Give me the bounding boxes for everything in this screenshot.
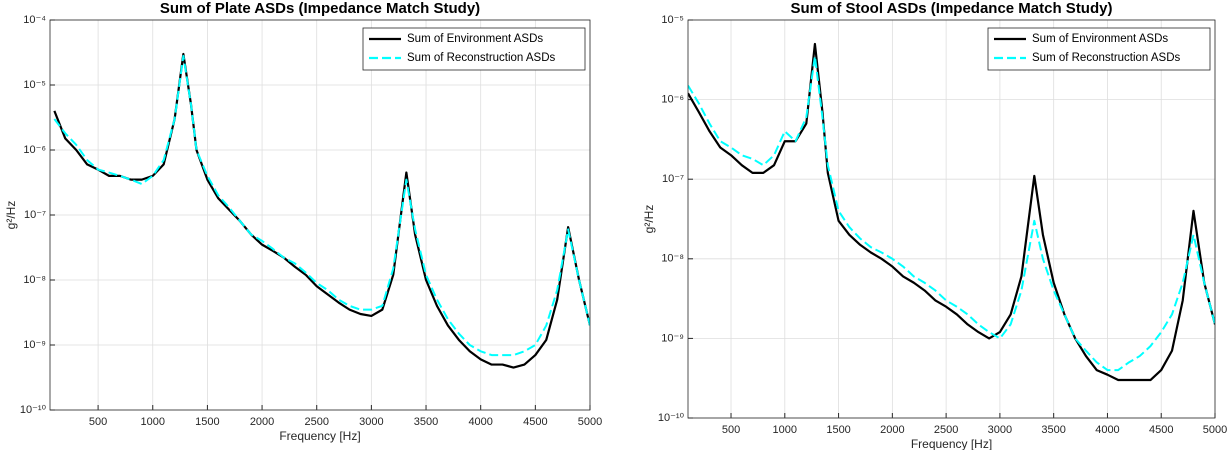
series-line [53, 52, 590, 369]
series-line [688, 55, 1215, 372]
x-tick-label: 2500 [934, 424, 958, 436]
y-tick-label: 10⁻⁸ [661, 253, 684, 265]
y-tick-label: 10⁻⁵ [23, 79, 46, 91]
subplot: 500 1000 1500 2000 2500 3000 3500 4000 4500 5000 1… [4, 0, 602, 443]
legend-label: Sum of Environment ASDs [1032, 33, 1168, 45]
legend: Sum of Environment ASDs Sum of Reconstruc… [987, 27, 1211, 71]
x-tick-label: 3000 [988, 424, 1012, 436]
series-line [688, 42, 1215, 382]
x-tick-label: 1000 [141, 416, 165, 428]
x-tick-label: 4000 [468, 416, 492, 428]
x-tick-label: 3500 [414, 416, 438, 428]
x-axis-label: Frequency [Hz] [279, 429, 360, 443]
x-tick-label: 2500 [304, 416, 328, 428]
x-tick-label: 4500 [1149, 424, 1173, 436]
x-tick-label: 1500 [195, 416, 219, 428]
chart-title: Sum of Stool ASDs (Impedance Match Study… [791, 0, 1113, 17]
x-tick-label: 1500 [826, 424, 850, 436]
y-tick-label: 10⁻⁷ [662, 173, 684, 185]
legend-box [987, 27, 1211, 71]
y-tick-label: 10⁻¹⁰ [658, 412, 685, 424]
chart-title: Sum of Plate ASDs (Impedance Match Study… [160, 0, 480, 17]
y-tick-label: 10⁻⁹ [23, 339, 46, 351]
x-tick-label: 2000 [250, 416, 274, 428]
y-tick-label: 10⁻¹⁰ [20, 404, 47, 416]
x-axis-label: Frequency [Hz] [911, 437, 992, 450]
y-tick-label: 10⁻⁹ [661, 332, 684, 344]
axes-frame [49, 19, 591, 411]
axes-frame [687, 19, 1216, 419]
x-tick-label: 5000 [1203, 424, 1227, 436]
x-tick-label: 3000 [359, 416, 383, 428]
x-tick-label: 500 [89, 416, 107, 428]
y-tick-label: 10⁻⁶ [661, 94, 684, 106]
legend-label: Sum of Environment ASDs [407, 33, 543, 45]
x-tick-label: 2000 [880, 424, 904, 436]
y-axis-label: g²/Hz [4, 201, 18, 230]
x-tick-label: 4000 [1095, 424, 1119, 436]
x-tick-label: 1000 [773, 424, 797, 436]
x-tick-label: 500 [722, 424, 740, 436]
x-tick-label: 4500 [523, 416, 547, 428]
legend-label: Sum of Reconstruction ASDs [407, 52, 556, 64]
subplot: 500 1000 1500 2000 2500 3000 3500 4000 4500 5000 1… [642, 0, 1227, 450]
legend-label: Sum of Reconstruction ASDs [1032, 52, 1181, 64]
legend: Sum of Environment ASDs Sum of Reconstruc… [362, 27, 586, 71]
y-tick-label: 10⁻⁵ [661, 14, 684, 26]
y-tick-label: 10⁻⁸ [23, 274, 46, 286]
series-line [53, 54, 590, 357]
y-tick-label: 10⁻⁴ [23, 14, 46, 26]
legend-box [362, 27, 586, 71]
y-axis-label: g²/Hz [642, 205, 656, 234]
x-tick-label: 3500 [1041, 424, 1065, 436]
x-tick-label: 5000 [578, 416, 602, 428]
y-tick-label: 10⁻⁶ [23, 144, 46, 156]
y-tick-label: 10⁻⁷ [24, 209, 46, 221]
plot-area [688, 20, 1215, 418]
